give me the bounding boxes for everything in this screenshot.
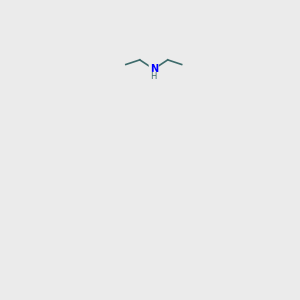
Text: H: H (151, 72, 157, 81)
Text: N: N (150, 64, 158, 74)
